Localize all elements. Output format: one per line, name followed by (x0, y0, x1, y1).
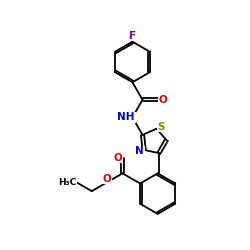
Text: N: N (135, 146, 144, 156)
Text: F: F (129, 30, 136, 40)
Text: O: O (159, 95, 168, 105)
Text: NH: NH (118, 112, 135, 122)
Text: O: O (102, 174, 111, 184)
Text: S: S (158, 122, 165, 132)
Text: H₃C: H₃C (58, 178, 76, 187)
Text: O: O (113, 153, 122, 163)
